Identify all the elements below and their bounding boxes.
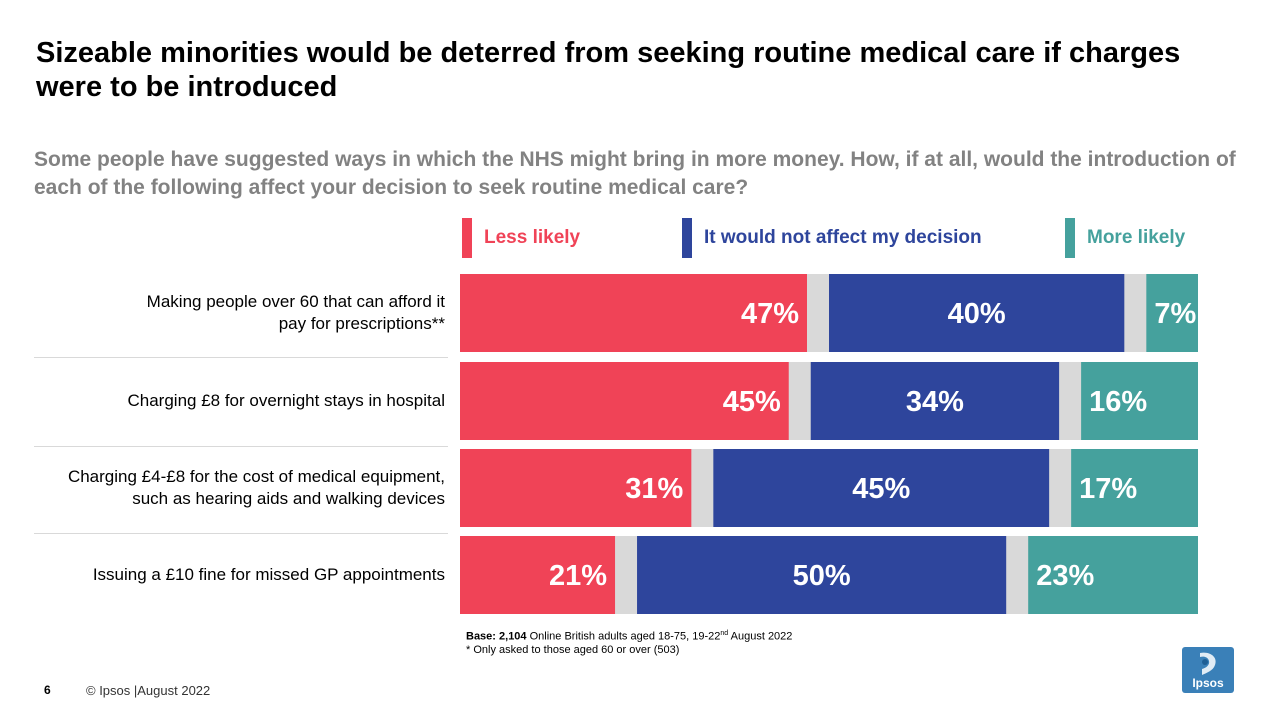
bar-more-likely: [1028, 536, 1198, 614]
legend-swatch-more-likely: [1065, 218, 1075, 258]
category-label-line: Charging £4-£8 for the cost of medical e…: [67, 467, 445, 486]
base-text-sup: nd: [720, 630, 729, 637]
legend-item-not-affect: It would not affect my decision: [682, 218, 982, 258]
bar-not-affect: [637, 536, 1007, 614]
data-label-less-likely: 31%: [625, 473, 683, 505]
category-label-line: Making people over 60 that can afford it: [146, 292, 445, 311]
bar-more-likely: [1081, 362, 1198, 440]
data-label-more-likely: 17%: [1079, 473, 1137, 505]
copyright-text: © Ipsos |August 2022: [86, 683, 211, 698]
category-label-line: Issuing a £10 fine for missed GP appoint…: [92, 565, 445, 584]
ipsos-logo-text: Ipsos: [1192, 676, 1224, 690]
bar-not-affect: [829, 274, 1125, 352]
category-label-prescriptions: Making people over 60 that can afford it…: [20, 291, 445, 335]
asterisk-footnote: * Only asked to those aged 60 or over (5…: [466, 644, 680, 656]
bar-less-likely: [460, 536, 616, 614]
base-footnote: Base: 2,104 Online British adults aged 1…: [466, 627, 792, 644]
data-label-more-likely: 23%: [1036, 560, 1094, 592]
data-label-not-affect: 50%: [793, 560, 851, 592]
ipsos-logo-mark: [1200, 652, 1216, 675]
data-label-more-likely: 16%: [1089, 386, 1147, 418]
base-label: Base: 2,104: [466, 630, 527, 643]
legend-label-not-affect: It would not affect my decision: [704, 227, 982, 248]
bar-less-likely: [460, 362, 789, 440]
legend-swatch-not-affect: [682, 218, 692, 258]
base-text-a: Online British adults aged 18-75, 19-22: [526, 630, 721, 643]
ipsos-logo: Ipsos: [1182, 647, 1234, 693]
bar-more-likely: [1146, 274, 1198, 352]
category-label-overnight-stays: Charging £8 for overnight stays in hospi…: [20, 390, 445, 412]
data-label-not-affect: 40%: [948, 298, 1006, 330]
category-label-line: such as hearing aids and walking devices: [132, 489, 445, 508]
row-divider: [34, 533, 448, 534]
bar-not-affect: [713, 449, 1050, 527]
category-label-line: Charging £8 for overnight stays in hospi…: [127, 391, 445, 410]
legend-label-less-likely: Less likely: [484, 227, 581, 248]
row-divider: [34, 446, 448, 447]
category-label-line: pay for prescriptions**: [278, 314, 445, 333]
category-label-gp-fine: Issuing a £10 fine for missed GP appoint…: [20, 564, 445, 586]
page-title: Sizeable minorities would be deterred fr…: [36, 37, 1181, 103]
bar-less-likely: [460, 274, 807, 352]
data-label-more-likely: 7%: [1154, 298, 1196, 330]
page-number: 6: [44, 683, 51, 697]
legend-item-less-likely: Less likely: [462, 218, 580, 258]
data-label-less-likely: 45%: [723, 386, 781, 418]
question-subtitle: Some people have suggested ways in which…: [34, 148, 1236, 199]
legend-label-more-likely: More likely: [1087, 227, 1186, 248]
data-label-not-affect: 34%: [906, 386, 964, 418]
legend-swatch-less-likely: [462, 218, 472, 258]
category-label-medical-equipment: Charging £4-£8 for the cost of medical e…: [20, 466, 445, 510]
row-divider: [34, 357, 448, 358]
bar-not-affect: [810, 362, 1060, 440]
data-label-less-likely: 47%: [741, 298, 799, 330]
data-label-not-affect: 45%: [852, 473, 910, 505]
data-label-less-likely: 21%: [549, 560, 607, 592]
bar-more-likely: [1071, 449, 1198, 527]
legend-item-more-likely: More likely: [1065, 218, 1185, 258]
bar-less-likely: [460, 449, 692, 527]
base-text-b: August 2022: [728, 630, 793, 643]
